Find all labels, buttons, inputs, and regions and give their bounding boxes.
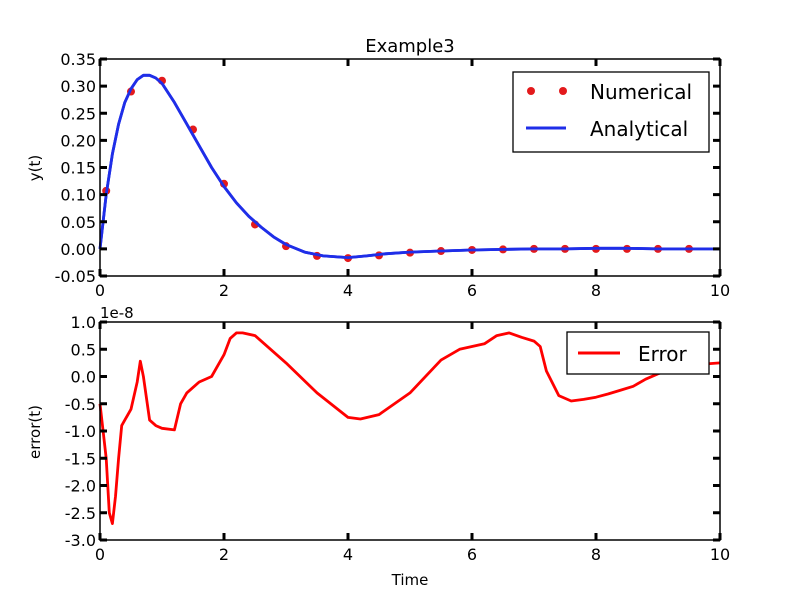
y-axis-label-top: y(t) bbox=[26, 155, 44, 181]
top-y-tick-label: 0.20 bbox=[60, 131, 96, 150]
top-y-tick-label: 0.30 bbox=[60, 77, 96, 96]
legend-numerical-marker bbox=[527, 87, 535, 95]
top-plot-frame bbox=[99, 58, 721, 277]
legend-top-box bbox=[512, 71, 710, 153]
legend-bottom: Error bbox=[566, 331, 710, 375]
bottom-x-tick-label: 8 bbox=[591, 545, 601, 564]
y-axis-label-bottom: error(t) bbox=[26, 405, 44, 459]
top-y-tick-label: 0.35 bbox=[60, 50, 96, 69]
bottom-x-tick-label: 4 bbox=[343, 545, 353, 564]
bottom-x-tick-label: 10 bbox=[710, 545, 730, 564]
bottom-y-tick-label: -3.0 bbox=[65, 531, 96, 550]
top-y-tick-label: 0.25 bbox=[60, 104, 96, 123]
top-x-tick-label: 6 bbox=[467, 281, 477, 300]
top-x-tick-label: 0 bbox=[95, 281, 105, 300]
bottom-y-tick-label: -0.5 bbox=[65, 395, 96, 414]
analytical-series-line-overlay bbox=[98, 73, 720, 259]
bottom-y-tick-label: 0.5 bbox=[71, 340, 96, 359]
bottom-panel: 1e-8 error(t) Time 0 2 4 6 8 10 -3.0 -2.5 -2.0 -1… bbox=[26, 304, 730, 589]
top-x-tick-label: 4 bbox=[343, 281, 353, 300]
bottom-y-tick-label: -2.5 bbox=[65, 504, 96, 523]
top-x-tick-label: 2 bbox=[219, 281, 229, 300]
bottom-y-tick-label: 1.0 bbox=[71, 313, 96, 332]
legend-top: Numerical Analytical bbox=[512, 71, 710, 153]
bottom-y-tick-label: -1.5 bbox=[65, 449, 96, 468]
legend-numerical-marker bbox=[559, 87, 567, 95]
top-y-tick-label: -0.05 bbox=[55, 267, 96, 286]
top-y-tick-label: 0.05 bbox=[60, 213, 96, 232]
bottom-y-tick-label: -2.0 bbox=[65, 477, 96, 496]
bottom-x-tick-label: 2 bbox=[219, 545, 229, 564]
top-x-tick-label: 8 bbox=[591, 281, 601, 300]
legend-analytical-label: Analytical bbox=[590, 117, 688, 141]
chart-title: Example3 bbox=[365, 36, 455, 57]
legend-error-label: Error bbox=[638, 342, 688, 366]
bottom-x-tick-label: 0 bbox=[95, 545, 105, 564]
offset-label: 1e-8 bbox=[100, 304, 134, 322]
top-panel: Example3 y(t) 0 2 4 6 8 10 -0.05 0.00 0.05 0.10 0.… bbox=[26, 36, 730, 300]
top-y-tick-label: 0.00 bbox=[60, 240, 96, 259]
top-y-tick-label: 0.10 bbox=[60, 186, 96, 205]
top-x-tick-label: 10 bbox=[710, 281, 730, 300]
error-series-line bbox=[98, 331, 721, 525]
bottom-x-tick-label: 6 bbox=[467, 545, 477, 564]
bottom-plot-frame bbox=[99, 321, 721, 541]
bottom-y-tick-label: 0.0 bbox=[71, 368, 96, 387]
x-axis-label: Time bbox=[391, 571, 429, 589]
bottom-y-tick-label: -1.0 bbox=[65, 422, 96, 441]
legend-numerical-label: Numerical bbox=[590, 80, 692, 104]
top-y-tick-label: 0.15 bbox=[60, 159, 96, 178]
